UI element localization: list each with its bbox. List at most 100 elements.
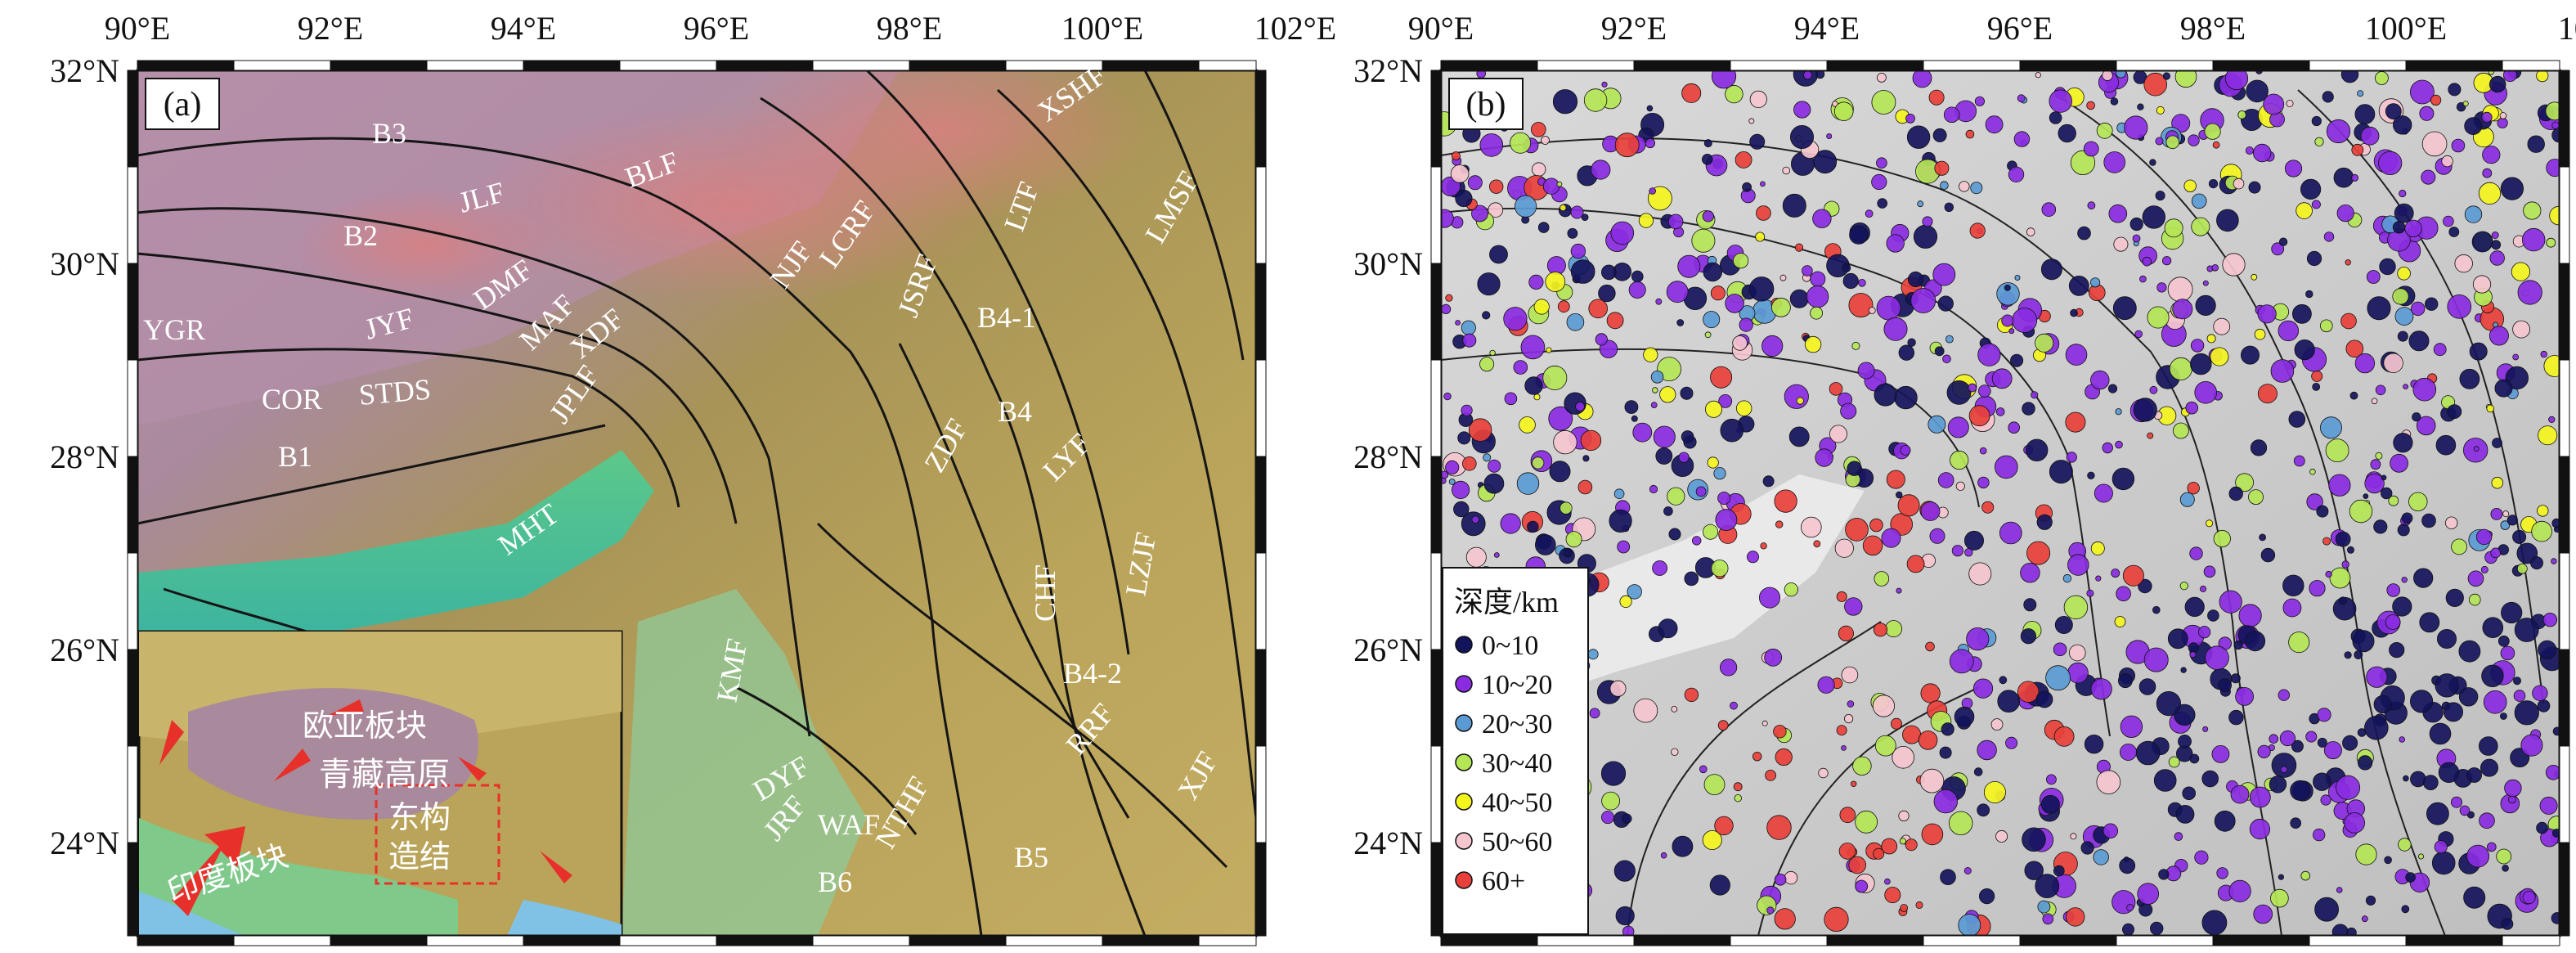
earthquake-event (2322, 91, 2334, 103)
earthquake-event (2294, 339, 2315, 361)
earthquake-event (1566, 312, 1585, 331)
frame-bar-top (1826, 60, 1924, 71)
earthquake-event (1704, 400, 1722, 418)
earthquake-event (2219, 590, 2242, 614)
earthquake-event (1978, 384, 1991, 398)
earthquake-event (2512, 320, 2531, 339)
earthquake-event (1947, 416, 1969, 438)
earthquake-event (1601, 264, 1617, 281)
earthquake-event (1482, 311, 1491, 320)
earthquake-event (1609, 680, 1627, 697)
earthquake-event (2190, 339, 2205, 353)
earthquake-event (1541, 136, 1550, 145)
earthquake-event (1963, 867, 1972, 875)
earthquake-event (2114, 616, 2126, 627)
earthquake-event (1770, 297, 1791, 317)
earthquake-event (2419, 612, 2440, 633)
earthquake-event (2065, 411, 2086, 433)
earthquake-event (1720, 659, 1738, 677)
earthquake-event (2271, 753, 2297, 778)
earthquake-event (2008, 328, 2015, 335)
earthquake-event (1622, 925, 1635, 936)
earthquake-event (1445, 294, 1453, 302)
earthquake-event (2397, 524, 2410, 537)
earthquake-event (2506, 515, 2518, 526)
earthquake-event (2306, 250, 2322, 267)
frame-bar-top (716, 60, 814, 71)
frame-bar-left (1430, 456, 1442, 554)
earthquake-event (1804, 335, 1822, 353)
earthquake-event (2245, 146, 2254, 155)
earthquake-event (2409, 79, 2435, 105)
block-label: B4-1 (977, 301, 1036, 334)
earthquake-event (2497, 635, 2510, 647)
earthquake-event (2063, 595, 2089, 620)
earthquake-event (2336, 775, 2361, 800)
earthquake-event (2496, 848, 2512, 865)
earthquake-event (1958, 914, 1981, 936)
earthquake-event (2238, 604, 2262, 627)
frame-bar-left (1430, 842, 1442, 937)
earthquake-event (2373, 519, 2388, 534)
inset-arrows (159, 699, 572, 916)
earthquake-event (1557, 300, 1570, 313)
earthquake-event (2540, 350, 2547, 358)
earthquake-event (1577, 479, 1593, 495)
earthquake-event (2245, 631, 2266, 652)
earthquake-event (1802, 265, 1813, 276)
earthquake-event (2443, 215, 2454, 227)
depth-legend-items: 0~10 10~20 20~30 30~40 40~50 50~60 60+ (1455, 631, 1552, 897)
earthquake-event (2421, 131, 2448, 157)
lon-tick-label: 100°E (2365, 10, 2447, 47)
earthquake-event (2103, 823, 2119, 838)
earthquake-event (2207, 609, 2219, 622)
earthquake-event (2270, 888, 2289, 908)
earthquake-event (1684, 687, 1699, 703)
earthquake-event (1707, 456, 1719, 469)
earthquake-event (2066, 452, 2077, 463)
earthquake-event (1646, 105, 1654, 112)
earthquake-event (2512, 677, 2521, 686)
earthquake-event (1666, 281, 1689, 303)
frame-bar-left (127, 649, 138, 747)
earthquake-event (1542, 365, 1568, 390)
earthquake-event (2025, 438, 2049, 462)
earthquake-event (1966, 627, 1990, 651)
earthquake-event (1810, 271, 1826, 287)
earthquake-event (1556, 181, 1563, 187)
earthquake-event (2156, 282, 2167, 293)
earthquake-event (2143, 647, 2169, 672)
earthquake-event (1937, 295, 1954, 312)
earthquake-event (1725, 84, 1744, 104)
earthquake-event (2022, 827, 2046, 852)
frame-bar-right (1255, 166, 1267, 264)
earthquake-event (1873, 847, 1885, 860)
earthquake-event (1703, 139, 1712, 148)
earthquake-event (2110, 97, 2119, 106)
earthquake-event (2108, 204, 2128, 223)
earthquake-event (1851, 341, 1860, 350)
earthquake-event (2512, 353, 2520, 361)
earthquake-event (2117, 673, 2133, 689)
earthquake-event (1774, 489, 1797, 513)
earthquake-event (1528, 274, 1544, 290)
earthquake-event (1972, 678, 1994, 699)
earthquake-event (2107, 384, 2118, 393)
inset-label-syntaxis-2: 造结 (388, 840, 451, 874)
earthquake-event (1815, 70, 1825, 79)
earthquake-event (2366, 666, 2388, 688)
earthquake-event (2349, 391, 2358, 400)
earthquake-event (1874, 571, 1890, 587)
frame-bar-right (1255, 456, 1267, 554)
earthquake-event (1784, 384, 1809, 409)
earthquake-event (2278, 237, 2288, 246)
earthquake-event (2090, 678, 2112, 700)
earthquake-event (2366, 270, 2381, 284)
earthquake-event (2354, 650, 2363, 659)
earthquake-event (1941, 722, 1954, 736)
earthquake-event (2309, 468, 2316, 475)
earthquake-event (1774, 874, 1787, 886)
earthquake-event (2365, 895, 2376, 906)
earthquake-event (2542, 613, 2558, 627)
frame-bar-top (1633, 60, 1731, 71)
